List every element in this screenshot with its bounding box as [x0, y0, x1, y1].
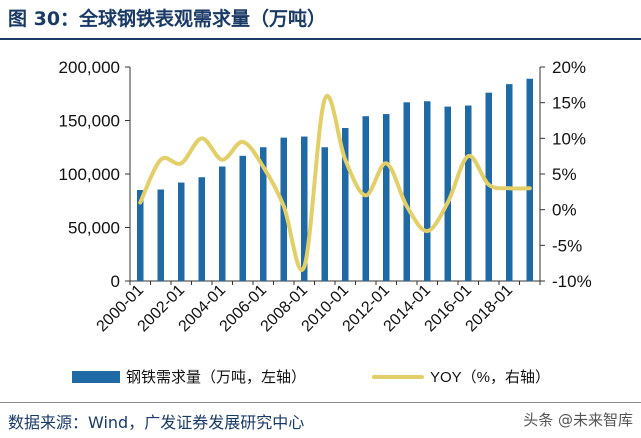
right-tick-label: 0%	[552, 201, 577, 220]
bar	[342, 127, 349, 282]
bar	[301, 136, 308, 281]
bar	[260, 147, 267, 281]
right-tick-label: -10%	[552, 272, 592, 291]
axes-group: 0 50,000 100,000 150,000 200,000 -10% -5% 0% 5% 1…	[59, 58, 592, 335]
right-tick-label: 20%	[552, 58, 586, 77]
bar	[219, 166, 226, 281]
right-tick-label: 10%	[552, 129, 586, 148]
right-tick-label: -5%	[552, 236, 582, 255]
right-tick-label: 5%	[552, 165, 577, 184]
page-title: 图 30：全球钢铁表观需求量（万吨）	[8, 8, 327, 30]
legend-label-line: YOY（%，右轴）	[430, 369, 550, 386]
bar	[403, 102, 410, 281]
bar	[321, 147, 328, 281]
bar	[444, 106, 451, 281]
legend-label-bars: 钢铁需求量（万吨，左轴）	[126, 369, 306, 386]
yoy-line	[138, 94, 532, 272]
title-divider	[0, 38, 641, 40]
bar	[526, 78, 533, 281]
right-tick-label: 15%	[552, 94, 586, 113]
source-note: 数据来源：Wind，广发证券发展研究中心	[8, 413, 305, 432]
bar	[383, 114, 390, 281]
left-tick-label: 0	[111, 272, 120, 291]
bar	[424, 101, 431, 281]
bar	[178, 182, 185, 281]
left-tick-label: 150,000	[59, 112, 120, 131]
left-tick-label: 100,000	[59, 165, 120, 184]
left-tick-label: 200,000	[59, 58, 120, 77]
bar	[157, 189, 164, 281]
bar	[506, 84, 513, 281]
left-tick-label: 50,000	[68, 219, 120, 238]
bar	[137, 190, 144, 281]
legend-group: 钢铁需求量（万吨，左轴） YOY（%，右轴）	[72, 369, 550, 386]
watermark: 头条 @未来智库	[523, 411, 633, 429]
steel-demand-chart: 0 50,000 100,000 150,000 200,000 -10% -5% 0% 5% 1…	[59, 58, 592, 386]
bar	[198, 177, 205, 281]
footer-divider	[0, 402, 641, 403]
bar	[239, 155, 246, 281]
legend-swatch-bars	[72, 371, 120, 383]
bar	[362, 116, 369, 281]
yoy-line-group	[138, 94, 532, 272]
bar	[465, 105, 472, 282]
